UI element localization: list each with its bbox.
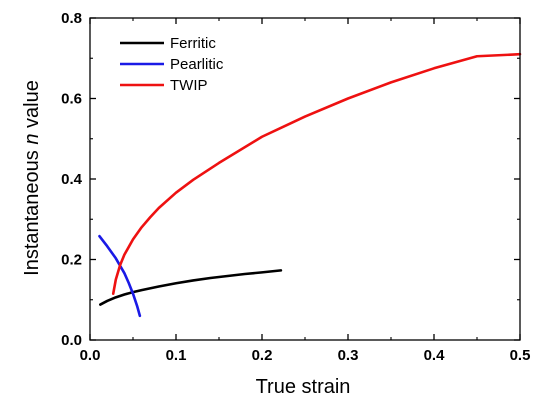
y-tick-label: 0.8 — [61, 10, 82, 27]
legend-label-pearlitic: Pearlitic — [170, 56, 224, 73]
x-tick-label: 0.0 — [80, 347, 101, 364]
y-tick-label: 0.4 — [61, 171, 83, 188]
y-axis-title-italic: n — [21, 134, 43, 145]
legend-label-twip: TWIP — [170, 77, 208, 94]
x-axis-title: True strain — [256, 376, 351, 398]
plot-frame — [89, 17, 521, 341]
series-layer — [98, 52, 522, 318]
series-line-ferritic — [99, 269, 283, 306]
y-axis-title-prefix: Instantaneous — [21, 145, 43, 276]
x-tick-label: 0.1 — [166, 347, 187, 364]
legend-label-ferritic: Ferritic — [170, 35, 216, 52]
axes-layer — [89, 17, 521, 341]
y-tick-label: 0.2 — [61, 252, 82, 269]
series-line-twip — [111, 52, 522, 296]
x-tick-label: 0.3 — [338, 347, 359, 364]
ticks-layer: 0.0 0.1 0.2 0.3 0.4 0.5 0.0 0.2 0.4 0.6 0.8 — [61, 10, 530, 364]
legend: Ferritic Pearlitic TWIP — [120, 35, 224, 94]
series-line-pearlitic — [98, 234, 142, 318]
x-tick-label: 0.4 — [424, 347, 446, 364]
x-tick-label: 0.5 — [510, 347, 531, 364]
y-axis-title: Instantaneous n value — [21, 80, 43, 276]
y-tick-label: 0.0 — [61, 332, 82, 349]
x-tick-label: 0.2 — [252, 347, 273, 364]
y-tick-label: 0.6 — [61, 91, 82, 108]
y-axis-title-suffix: value — [21, 80, 43, 133]
